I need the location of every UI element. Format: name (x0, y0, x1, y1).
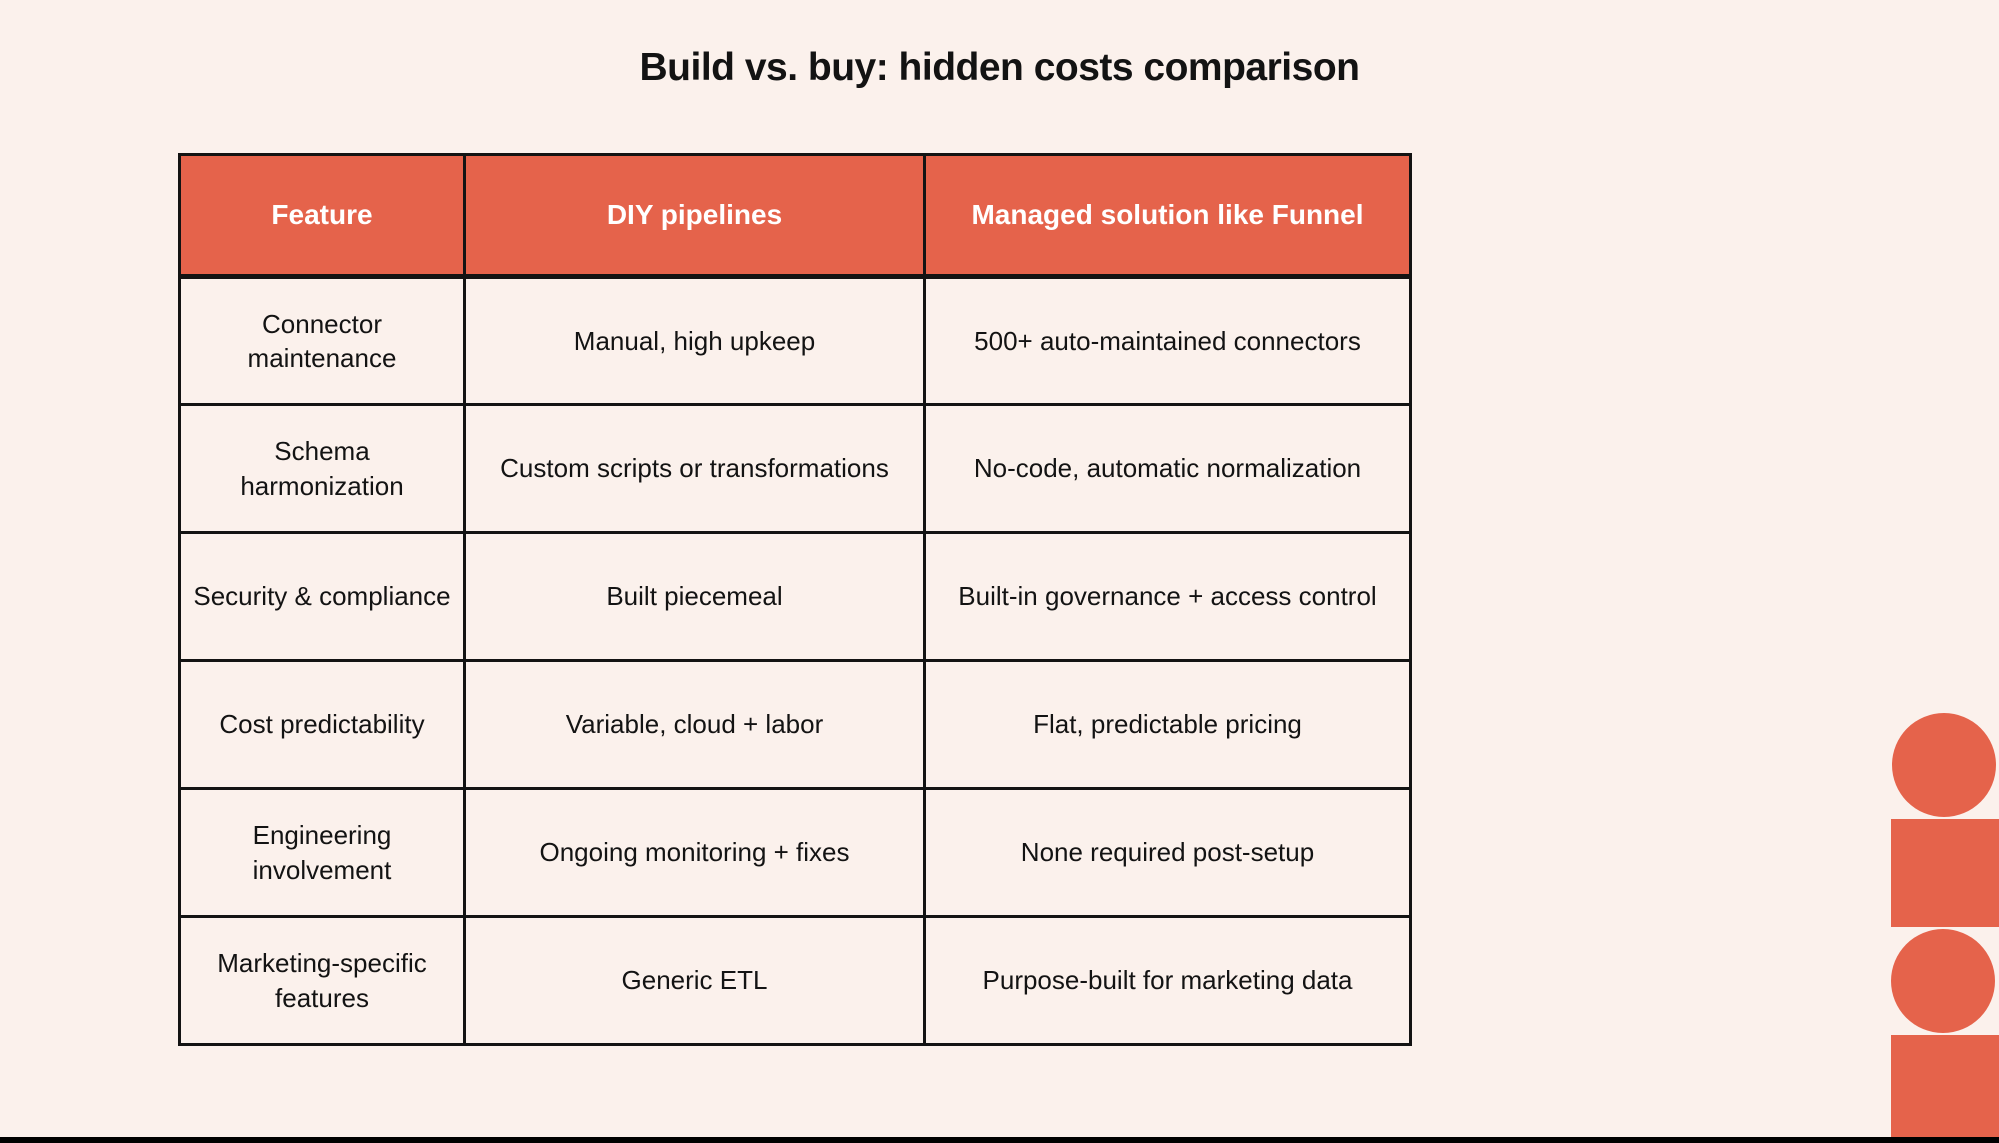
table-row: Engineering involvement Ongoing monitori… (178, 787, 1412, 918)
diy-cell: Built piecemeal (463, 531, 926, 662)
feature-cell: Marketing-specific features (178, 915, 466, 1046)
table-row: Schema harmonization Custom scripts or t… (178, 403, 1412, 534)
table-row: Marketing-specific features Generic ETL … (178, 915, 1412, 1046)
table-row: Security & compliance Built piecemeal Bu… (178, 531, 1412, 662)
managed-cell: Built-in governance + access control (923, 531, 1412, 662)
page-title: Build vs. buy: hidden costs comparison (639, 46, 1360, 89)
decorative-square (1891, 819, 1999, 927)
bottom-bar (0, 1137, 1999, 1143)
decorative-circle (1891, 929, 1995, 1033)
decorative-circle (1892, 713, 1996, 817)
feature-cell: Cost predictability (178, 659, 466, 790)
table-header-row: Feature DIY pipelines Managed solution l… (178, 153, 1412, 279)
diy-cell: Manual, high upkeep (463, 275, 926, 406)
managed-cell: None required post-setup (923, 787, 1412, 918)
managed-cell: No-code, automatic normalization (923, 403, 1412, 534)
managed-cell: 500+ auto-maintained connectors (923, 275, 1412, 406)
feature-cell: Engineering involvement (178, 787, 466, 918)
feature-cell: Security & compliance (178, 531, 466, 662)
table-row: Connector maintenance Manual, high upkee… (178, 275, 1412, 406)
diy-cell: Ongoing monitoring + fixes (463, 787, 926, 918)
column-header-feature: Feature (178, 153, 466, 279)
managed-cell: Purpose-built for marketing data (923, 915, 1412, 1046)
column-header-managed-solution: Managed solution like Funnel (923, 153, 1412, 279)
table-row: Cost predictability Variable, cloud + la… (178, 659, 1412, 790)
diy-cell: Custom scripts or transformations (463, 403, 926, 534)
column-header-diy-pipelines: DIY pipelines (463, 153, 926, 279)
diy-cell: Variable, cloud + labor (463, 659, 926, 790)
feature-cell: Connector maintenance (178, 275, 466, 406)
managed-cell: Flat, predictable pricing (923, 659, 1412, 790)
feature-cell: Schema harmonization (178, 403, 466, 534)
comparison-table: Feature DIY pipelines Managed solution l… (178, 153, 1412, 1046)
decorative-square (1891, 1035, 1999, 1143)
diy-cell: Generic ETL (463, 915, 926, 1046)
